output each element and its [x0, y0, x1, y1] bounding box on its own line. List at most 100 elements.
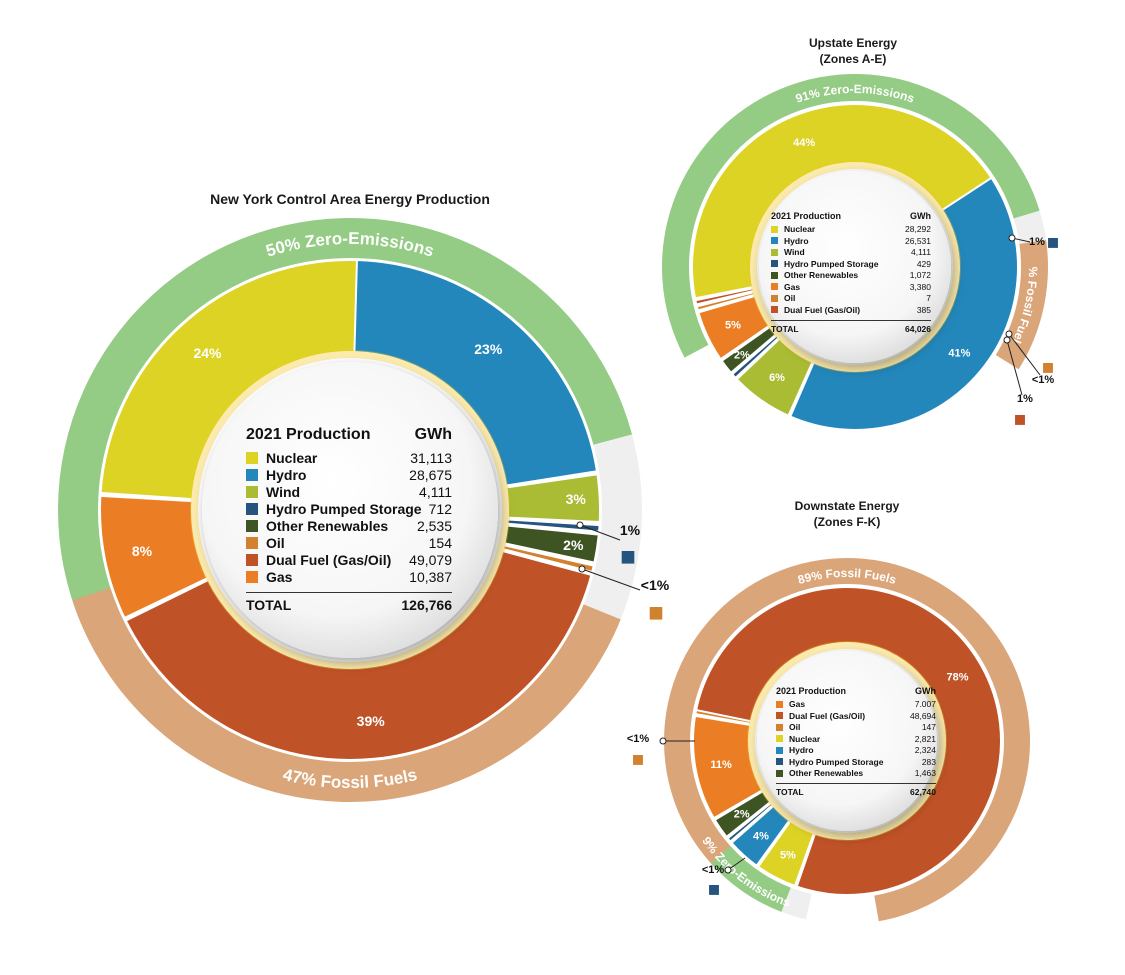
leader-line: [579, 524, 621, 541]
legend-swatch-oil: [776, 723, 783, 731]
row-value: 147: [921, 722, 936, 732]
table-row: Other Renewables 2,535: [246, 518, 452, 534]
row-value: 2,821: [914, 733, 936, 744]
hub-glow: [747, 641, 947, 841]
table-row: Gas 10,387: [246, 569, 452, 585]
slice-label-gas: 5%: [725, 320, 741, 332]
row-label: Dual Fuel (Gas/Oil): [784, 304, 861, 315]
table-row: Hydro 2,324: [776, 745, 936, 755]
row-value: 1,072: [909, 270, 931, 280]
table-header: 2021 Production GWh: [776, 686, 936, 696]
row-value: 4,111: [910, 247, 931, 257]
row-value: 31,113: [410, 450, 452, 466]
slice-label-other_renew: 2%: [734, 809, 750, 821]
slice-nuclear: [756, 819, 816, 888]
hub-circle: [757, 651, 937, 831]
table-row: Gas 3,380: [771, 282, 931, 292]
slices: [691, 103, 1019, 431]
slice-label-nuclear: 24%: [193, 345, 222, 361]
hub-glow: [749, 161, 961, 373]
row-label: Oil: [789, 722, 801, 732]
table-row: Nuclear 31,113: [246, 450, 452, 466]
legend-swatch-oil: [633, 755, 643, 765]
legend-swatch-nuclear: [776, 735, 783, 742]
row-label: Hydro: [789, 745, 814, 755]
slice-label-dual_fuel: 78%: [947, 671, 969, 683]
ring-segment-zero: [711, 846, 791, 912]
row-label: Gas: [784, 281, 801, 292]
slice-label-hydro_pumped: 1%: [620, 522, 641, 538]
slice-label-hydro: 4%: [753, 831, 769, 843]
slice-other_renew: [720, 325, 778, 375]
row-label: Dual Fuel (Gas/Oil): [266, 552, 392, 568]
legend-swatch-gas: [246, 571, 258, 583]
legend-swatch-oil: [246, 537, 258, 549]
ring-gap-segment: [781, 887, 812, 920]
slice-nuclear: [99, 259, 358, 501]
slice-hydro: [788, 172, 1019, 431]
nyca-chart: New York Control Area Energy Production …: [58, 191, 670, 802]
table-heading: 2021 Production: [776, 686, 847, 696]
row-label: Wind: [784, 247, 805, 257]
total-value: 126,766: [401, 597, 452, 613]
leader-dot: [724, 866, 732, 874]
total-value: 64,026: [905, 323, 931, 334]
row-value: 26,531: [905, 235, 931, 246]
row-label: Hydro Pumped Storage: [266, 501, 422, 517]
slice-dual_fuel: [124, 549, 593, 761]
slice-labels: 23% 3% 1% 2% <1% 39% 8% 24%: [132, 341, 670, 729]
slice-hydro_pumped: [506, 518, 601, 533]
row-value: 28,675: [409, 467, 452, 483]
table-row: Nuclear 28,292: [771, 224, 931, 234]
row-label: Hydro Pumped Storage: [784, 258, 879, 269]
row-value: 712: [428, 501, 452, 517]
legend-swatch-hydro_pumped: [709, 885, 719, 895]
legend-swatch-wind: [246, 486, 258, 498]
row-label: Gas: [266, 569, 293, 585]
chart-title: New York Control Area Energy Production: [210, 191, 490, 207]
total-label: TOTAL: [246, 597, 292, 613]
slice-oil: [694, 708, 753, 726]
legend-swatch-hydro_pumped: [246, 503, 258, 515]
slice-label-dual_fuel: 1%: [1017, 393, 1033, 405]
leader-dot: [578, 565, 586, 573]
chart-title: Downstate Energy: [795, 499, 900, 513]
legend-swatch-nuclear: [771, 225, 778, 233]
table-row: Oil 147: [776, 722, 936, 732]
row-value: 3,380: [909, 281, 931, 292]
legend-swatch-hydro_pumped: [1048, 238, 1058, 248]
legend-swatch-hydro_pumped: [776, 758, 783, 765]
slice-label-oil: <1%: [641, 577, 670, 593]
legend-swatch-dual_fuel: [246, 554, 258, 566]
slice-label-hydro: 23%: [474, 341, 503, 357]
table-total: TOTAL 126,766: [246, 592, 452, 613]
total-label: TOTAL: [776, 787, 804, 797]
slice-label-other_renew: 2%: [563, 537, 584, 553]
slice-dual_fuel: [694, 287, 755, 306]
slice-label-other_renew: 2%: [734, 349, 750, 361]
row-value: 4,111: [419, 484, 452, 500]
slice-oil: [501, 543, 595, 574]
slice-hydro_pumped: [730, 334, 781, 380]
legend-swatch-gas: [771, 283, 778, 290]
row-label: Wind: [266, 484, 301, 500]
row-value: 154: [428, 535, 452, 551]
ring-gap-segment: [1013, 210, 1047, 244]
slice-labels: 41% 6% 1% 2% 5% <1% 1% 44%: [725, 137, 1058, 425]
slice-label-hydro: 41%: [948, 347, 970, 359]
ring-label-fossil: 89% Fossil Fuels: [796, 566, 898, 587]
table-unit: GWh: [915, 686, 936, 696]
slice-gas: [697, 294, 771, 361]
downstate-production-table: 2021 Production GWh Gas 7.007 Dual Fuel (G…: [776, 686, 936, 797]
slice-gas: [692, 714, 764, 820]
table-row: Dual Fuel (Gas/Oil) 49,079: [246, 552, 452, 568]
slice-label-gas: 11%: [710, 759, 732, 771]
row-label: Oil: [784, 293, 796, 303]
slice-wind: [735, 337, 814, 418]
row-label: Nuclear: [789, 733, 821, 744]
legend-swatch-hydro: [771, 237, 778, 244]
slice-hydro_pumped: [726, 801, 775, 843]
legend-swatch-nuclear: [246, 452, 258, 464]
row-value: 385: [916, 304, 931, 315]
